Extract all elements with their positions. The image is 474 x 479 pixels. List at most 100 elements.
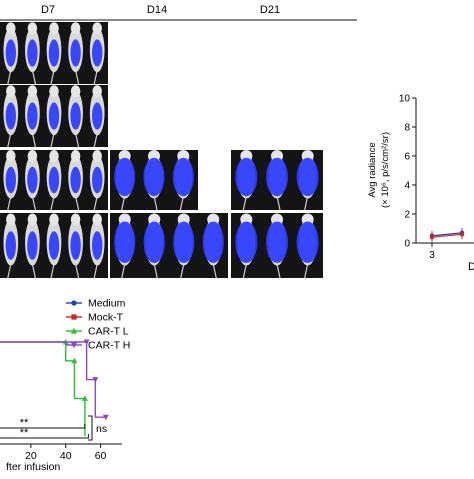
mouse-head [70, 85, 81, 98]
bioluminescence-signal [92, 166, 103, 194]
bioluminescence-signal [235, 221, 258, 264]
mouse [25, 150, 40, 211]
mouse-tail [242, 263, 247, 279]
mouse [25, 85, 40, 148]
mouse-tail [153, 263, 158, 279]
mouse-tail [93, 132, 98, 148]
radiance-y-label: Avg radiance [367, 142, 378, 197]
mouse [46, 85, 62, 148]
bioluminescence-signal [235, 157, 258, 197]
bioluminescence-signal [27, 166, 38, 194]
bioluminescence-signal [5, 231, 16, 260]
significance-label: ** [20, 427, 29, 439]
mouse-tail [75, 132, 80, 148]
mouse [3, 213, 19, 279]
radiance-y-tick-label: 4 [404, 181, 410, 192]
mouse-head [27, 85, 38, 98]
radiance-y-tick-label: 0 [404, 239, 410, 250]
legend-label: Medium [88, 298, 126, 310]
mouse [68, 150, 83, 211]
bioluminescence-signal [48, 102, 60, 130]
mouse-head [6, 213, 16, 226]
mouse-tail [7, 132, 12, 148]
bioluminescence-signal [202, 221, 224, 264]
mouse-tail [93, 69, 98, 85]
mouse-head [70, 22, 81, 35]
mouse [89, 85, 105, 148]
mouse [114, 150, 136, 211]
bioluminescence-signal [5, 102, 16, 130]
mouse-head [92, 22, 102, 35]
bioluminescence-signal [92, 39, 103, 67]
mouse-head [27, 150, 38, 162]
survival-marker [102, 414, 109, 421]
significance-bracket [0, 424, 86, 429]
mouse-head [6, 150, 16, 162]
radiance-series-line [431, 232, 463, 237]
mouse [3, 150, 19, 211]
mouse [114, 213, 136, 279]
mouse [89, 213, 105, 279]
mouse [296, 213, 319, 279]
bioluminescence-signal [173, 221, 195, 264]
mouse [202, 213, 224, 279]
survival-chart: fter infusion 20 40 60 **** ns Medium Mock-T CA… [0, 298, 130, 473]
mouse [296, 150, 319, 211]
mouse [235, 150, 258, 211]
survival-marker [71, 357, 78, 364]
bioluminescence-signal [48, 231, 60, 260]
radiance-y-tick-label: 6 [404, 152, 410, 163]
bioluminescence-signal [70, 231, 81, 260]
mouse-tail [212, 263, 217, 279]
legend-marker [71, 314, 77, 320]
bioluminescence-signal [296, 221, 319, 264]
mouse-head [49, 22, 59, 35]
mouse [68, 22, 83, 85]
survival-series-line [0, 341, 86, 436]
mouse [89, 22, 105, 85]
significance-label: ** [20, 417, 29, 429]
mouse-tail [31, 132, 36, 148]
mouse-head [92, 213, 102, 226]
mouse-tail [50, 263, 55, 279]
mouse-head [49, 213, 59, 226]
bioluminescence-signal [114, 157, 136, 197]
timepoint-label-d21: D21 [260, 4, 280, 16]
radiance-y-tick-label: 2 [404, 210, 410, 221]
bioluminescence-signal [27, 39, 38, 67]
mouse [68, 213, 83, 279]
survival-x-tick-label: 20 [25, 450, 37, 462]
survival-x-tick-label: 60 [95, 450, 107, 462]
mouse-head [92, 150, 102, 162]
mouse-tail [7, 263, 12, 279]
mouse-head [6, 22, 16, 35]
bioluminescence-signal [92, 231, 103, 260]
legend-marker [70, 327, 78, 334]
mouse [68, 85, 83, 148]
mouse-head [27, 22, 38, 35]
radiance-chart: Avg radiance (× 10⁶, p/s/cm²/sr) D 0 2 4 6 8… [367, 94, 474, 273]
radiance-x-label: D [468, 261, 474, 273]
significance-label: ns [96, 423, 107, 435]
bioluminescence-signal [70, 102, 81, 130]
mouse [25, 22, 40, 85]
radiance-y-units: (× 10⁶, p/s/cm²/sr) [380, 132, 391, 208]
mouse [265, 213, 289, 279]
survival-x-label: fter infusion [6, 461, 60, 473]
mouse-tail [276, 263, 281, 279]
bioluminescence-signal [5, 166, 16, 194]
bioluminescence-signal [296, 157, 319, 197]
radiance-y-tick-label: 10 [399, 94, 411, 105]
mouse [25, 213, 40, 279]
mouse [143, 213, 165, 279]
mouse-head [70, 213, 81, 226]
significance-bracket [88, 415, 93, 441]
bioluminescence-signal [27, 231, 38, 260]
survival-marker [92, 377, 99, 383]
bioluminescence-signal [92, 102, 103, 130]
mouse-head [92, 85, 102, 98]
bioluminescence-signal [114, 221, 136, 264]
mouse [173, 213, 195, 279]
mouse-tail [75, 69, 80, 85]
